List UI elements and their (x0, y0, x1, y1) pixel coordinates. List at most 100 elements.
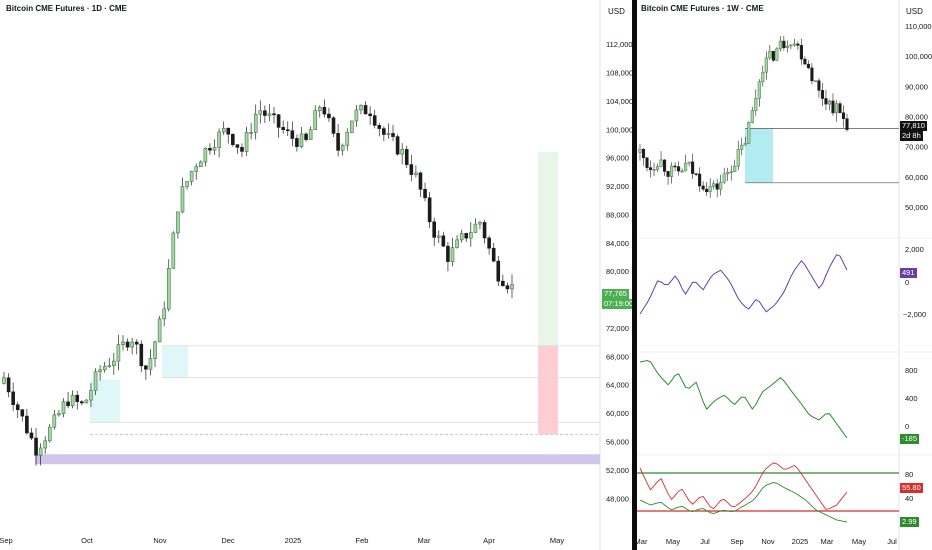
candle-body (11, 391, 15, 405)
right-x-tick-label: May (852, 537, 866, 546)
candle-body (295, 138, 299, 147)
weekly-candle-body (684, 163, 688, 172)
candle-body (427, 197, 432, 223)
candle-body (153, 341, 157, 359)
weekly-candle-body (652, 169, 656, 171)
left-chart-pane[interactable]: Bitcoin CME Futures · 1D · CME USD 48,00… (0, 0, 636, 550)
weekly-candle-body (743, 143, 747, 146)
weekly-candle-body (687, 161, 691, 164)
weekly-candle-body (673, 165, 677, 168)
right-last-price-badge: 77,810 (900, 121, 927, 131)
candle-body (450, 247, 455, 262)
ind2-tick-label: 800 (905, 366, 918, 375)
left-price-chart[interactable]: 48,000 52,000 56,000 60,000 64,000 68,000 72,0… (0, 0, 632, 550)
candle-body (171, 232, 176, 269)
candle-body (80, 401, 84, 404)
left-x-tick-label: Sep (0, 536, 13, 545)
right-currency-label: USD (906, 7, 923, 16)
green-oscillator-line (639, 482, 848, 523)
green2-indicator-badge: 2.99 (900, 517, 919, 527)
right-y-tick-label: 70,000 (905, 143, 928, 152)
left-y-tick-label: 100,000 (606, 125, 632, 134)
candle-body (478, 222, 482, 225)
right-x-tick-label: Jul (700, 537, 710, 546)
ind3-tick-label: 80 (905, 470, 913, 479)
candle-body (267, 113, 272, 116)
candle-body (496, 260, 501, 282)
purple-support-zone (35, 454, 600, 465)
candle-body (510, 284, 514, 290)
pane-divider[interactable] (632, 0, 637, 550)
candle-body (404, 149, 409, 165)
left-y-tick-label: 96,000 (606, 154, 629, 163)
fvg-box-1 (162, 345, 188, 378)
candle-body (47, 426, 52, 442)
weekly-candle-body (761, 71, 765, 83)
candle-body (217, 131, 221, 148)
weekly-candle-body (834, 103, 839, 114)
candle-body (418, 172, 423, 190)
candle-body (354, 109, 359, 122)
right-y-tick-label: 50,000 (905, 203, 928, 212)
candle-body (345, 132, 350, 146)
weekly-candle-body (750, 110, 754, 123)
weekly-candle-body (747, 122, 751, 144)
ind1-tick-label: −2,000 (903, 310, 926, 319)
right-y-tick-label: 100,000 (905, 52, 932, 61)
left-y-tick-label: 112,000 (606, 40, 632, 49)
candle-body (75, 394, 80, 402)
weekly-candle-body (824, 98, 828, 105)
left-y-tick-label: 52,000 (606, 466, 629, 475)
weekly-candle-body (799, 45, 803, 60)
candle-body (61, 401, 66, 414)
ind1-tick-label: 0 (905, 278, 909, 287)
candle-body (112, 360, 116, 367)
left-x-tick-label: Feb (356, 536, 369, 545)
candle-body (395, 136, 400, 155)
candle-body (459, 233, 464, 241)
candle-body (386, 133, 391, 135)
right-x-tick-label: Mar (821, 537, 834, 546)
candle-body (121, 341, 125, 345)
weekly-candle-body (733, 165, 737, 172)
candle-body (263, 110, 267, 116)
candle-body (276, 114, 281, 128)
candle-body (34, 437, 38, 456)
candle-body (212, 147, 217, 151)
right-price-chart[interactable]: 50,000 60,000 70,000 80,000 90,000 100,000 110… (637, 0, 932, 550)
candle-body (336, 133, 340, 151)
weekly-candle-body (813, 80, 817, 82)
left-y-tick-label: 72,000 (606, 324, 629, 333)
weekly-candle-body (655, 166, 660, 170)
candle-body (70, 394, 75, 407)
candle-body (185, 181, 189, 187)
right-x-tick-label: Sep (730, 537, 743, 546)
candle-body (25, 415, 29, 434)
candle-body (102, 366, 107, 371)
candle-body (116, 344, 121, 362)
left-currency-label: USD (608, 7, 625, 16)
right-countdown-badge: 2d 8h (900, 131, 923, 141)
candle-body (2, 377, 6, 384)
weekly-candle-body (838, 103, 842, 114)
candle-body (258, 110, 263, 115)
candle-body (331, 117, 336, 134)
weekly-candle-body (645, 157, 649, 168)
candle-body (423, 188, 427, 199)
weekly-candle-body (726, 171, 730, 175)
weekly-candle-body (820, 90, 824, 99)
left-countdown-badge: 07:19:00 (602, 299, 636, 309)
candle-body (208, 147, 212, 151)
weekly-candle-body (764, 57, 768, 73)
right-chart-pane[interactable]: Bitcoin CME Futures · 1W · CME USD 50,00… (637, 0, 932, 550)
candle-body (221, 127, 226, 133)
green-indicator-line (639, 359, 848, 439)
candle-body (166, 268, 171, 310)
right-x-tick-label: 2025 (792, 537, 809, 546)
candle-body (372, 115, 377, 126)
candle-body (20, 409, 25, 417)
weekly-candle-body (705, 188, 709, 193)
candle-body (304, 133, 308, 140)
candle-body (107, 365, 112, 368)
candle-body (299, 133, 304, 147)
